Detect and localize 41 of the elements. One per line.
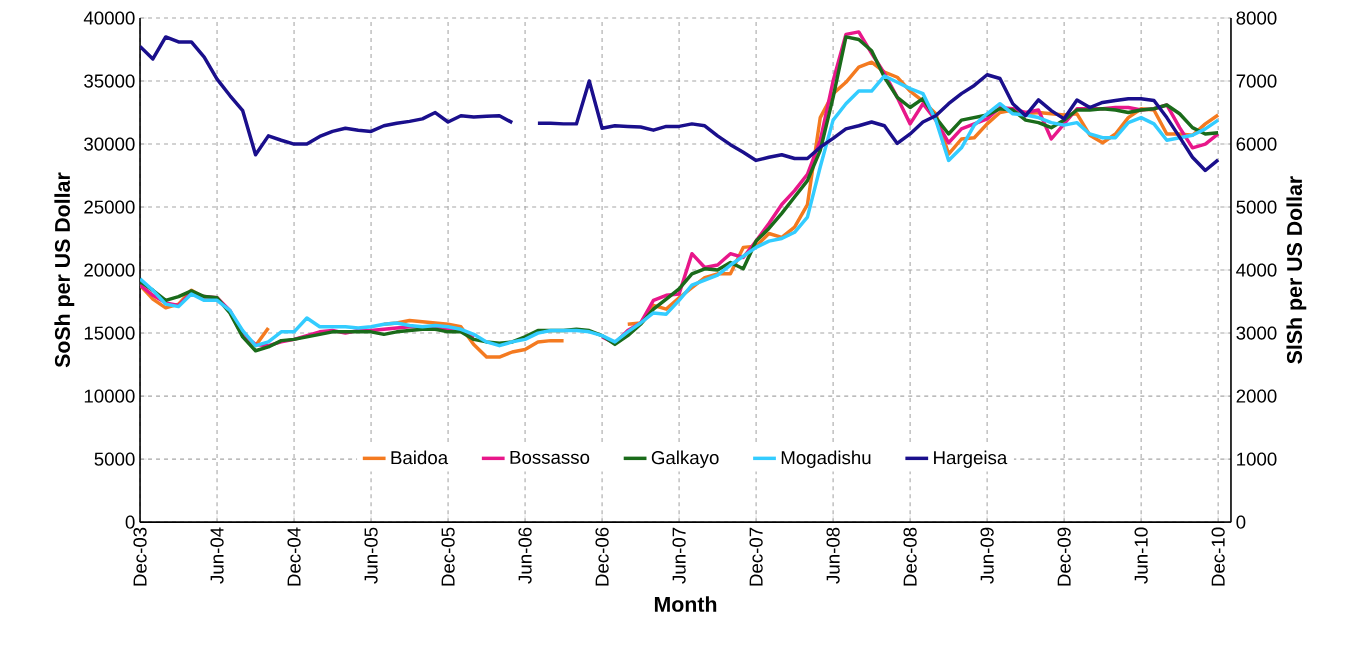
x-tick-label: Dec-08 (903, 527, 917, 586)
x-axis-title: Month (654, 596, 717, 612)
x-tick-label: Jun-08 (826, 527, 840, 584)
y2-tick-label: 2000 (1236, 389, 1277, 403)
y-axis-title: SoSh per US Dollar (54, 172, 75, 368)
x-tick-label: Dec-05 (441, 527, 455, 586)
y-tick-label: 35000 (84, 74, 135, 88)
y2-tick-label: 1000 (1237, 452, 1277, 466)
x-tick-label: Jun-05 (364, 527, 378, 584)
y-tick-label: 5000 (94, 452, 135, 466)
x-tick-label: Dec-06 (595, 527, 609, 586)
y2-tick-label: 0 (1236, 515, 1246, 529)
y-tick-label: 25000 (84, 200, 135, 214)
y2-tick-label: 4000 (1236, 263, 1277, 277)
y-tick-label: 20000 (84, 263, 135, 277)
y2-tick-label: 7000 (1236, 74, 1277, 88)
x-tick-label: Jun-09 (980, 527, 994, 584)
legend-label: Hargeisa (934, 450, 1008, 468)
y2-tick-label: 6000 (1236, 137, 1277, 151)
x-tick-label: Dec-03 (133, 527, 147, 586)
x-tick-label: Jun-07 (672, 527, 686, 584)
y2-axis-title: SlSh per US Dollar (1286, 176, 1307, 364)
legend-label: Bossasso (510, 450, 590, 464)
x-tick-label: Dec-10 (1211, 527, 1225, 586)
y2-tick-label: 5000 (1236, 200, 1277, 214)
y-tick-label: 15000 (84, 326, 135, 340)
y-tick-label: 0 (125, 515, 135, 529)
x-tick-label: Dec-04 (287, 527, 301, 586)
x-tick-label: Jun-04 (210, 527, 224, 584)
x-tick-label: Dec-09 (1057, 527, 1071, 586)
y2-tick-label: 8000 (1236, 11, 1277, 25)
x-tick-label: Jun-10 (1134, 527, 1148, 584)
x-tick-label: Dec-07 (749, 527, 763, 586)
y-tick-label: 40000 (83, 11, 135, 25)
y-tick-label: 30000 (84, 137, 135, 151)
x-tick-label: Jun-06 (518, 527, 532, 584)
y-tick-label: 10000 (84, 389, 135, 403)
y2-tick-label: 3000 (1236, 326, 1277, 340)
legend-label: Galkayo (651, 450, 719, 468)
legend-label: Baidoa (391, 450, 449, 465)
legend-label: Mogadishu (781, 450, 871, 468)
